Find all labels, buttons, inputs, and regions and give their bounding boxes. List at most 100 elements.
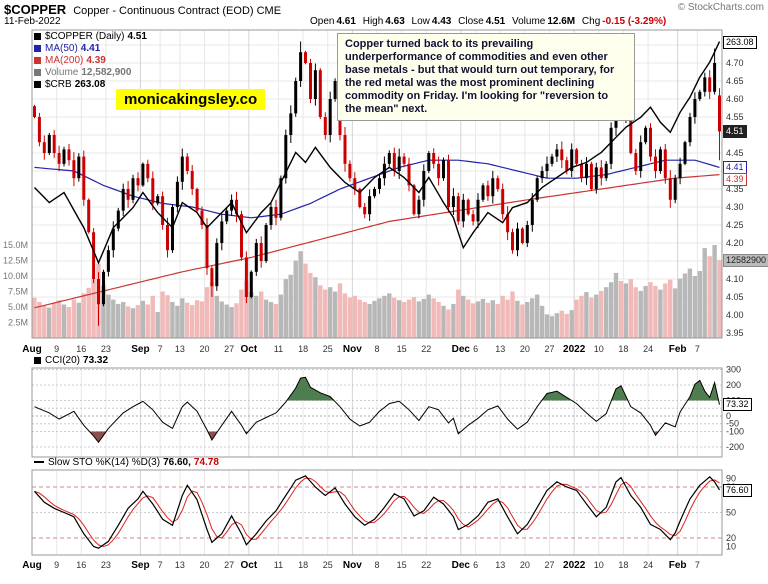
- svg-text:4.05: 4.05: [726, 292, 744, 302]
- svg-text:13: 13: [495, 344, 505, 354]
- cci-last-value-box: 73.32: [723, 398, 752, 411]
- svg-text:7: 7: [158, 560, 163, 570]
- svg-text:6: 6: [473, 560, 478, 570]
- svg-text:24: 24: [643, 344, 653, 354]
- svg-text:20: 20: [520, 560, 530, 570]
- svg-text:Aug: Aug: [22, 344, 41, 355]
- svg-text:0: 0: [726, 411, 731, 421]
- quote-open: Open 4.61: [310, 16, 356, 27]
- svg-text:4.00: 4.00: [726, 310, 744, 320]
- svg-text:22: 22: [421, 560, 431, 570]
- svg-text:Oct: Oct: [241, 560, 258, 571]
- main-legend: $COPPER (Daily) 4.51 MA(50) 4.41 MA(200) 4.…: [34, 31, 147, 91]
- svg-text:11: 11: [274, 344, 283, 354]
- svg-text:4.35: 4.35: [726, 184, 744, 194]
- svg-text:27: 27: [224, 560, 234, 570]
- svg-text:18: 18: [298, 560, 308, 570]
- svg-text:23: 23: [101, 560, 111, 570]
- cci-series-icon: [34, 356, 41, 364]
- svg-text:10: 10: [594, 560, 604, 570]
- svg-text:18: 18: [298, 344, 308, 354]
- svg-text:15.0M: 15.0M: [3, 240, 28, 250]
- panel-borders: [31, 29, 723, 556]
- svg-text:20: 20: [726, 533, 736, 543]
- legend-ma200: MA(200) 4.39: [34, 55, 147, 67]
- quote-date: 11-Feb-2022: [4, 16, 61, 27]
- svg-text:13: 13: [495, 560, 505, 570]
- svg-text:Nov: Nov: [343, 344, 362, 355]
- svg-text:Feb: Feb: [669, 560, 687, 571]
- svg-text:9: 9: [54, 344, 59, 354]
- candlestick-series-icon: [34, 32, 41, 40]
- crb-last-value-box: 263.08: [723, 36, 757, 49]
- quote-low: Low 4.43: [411, 16, 452, 27]
- quote-close: Close 4.51: [458, 16, 506, 27]
- svg-text:27: 27: [544, 344, 554, 354]
- sto-series-icon: [34, 461, 44, 464]
- svg-text:13: 13: [175, 560, 185, 570]
- svg-text:10.0M: 10.0M: [3, 271, 28, 281]
- svg-text:Aug: Aug: [22, 560, 41, 571]
- svg-text:Sep: Sep: [131, 344, 149, 355]
- svg-text:Feb: Feb: [669, 344, 687, 355]
- svg-text:15: 15: [397, 344, 407, 354]
- svg-text:18: 18: [618, 560, 628, 570]
- svg-text:2022: 2022: [563, 344, 586, 355]
- ticker-description: Copper - Continuous Contract (EOD) CME: [73, 5, 282, 17]
- crb-line-icon: [34, 80, 41, 88]
- svg-text:8: 8: [374, 344, 379, 354]
- svg-text:5.0M: 5.0M: [8, 302, 28, 312]
- svg-text:25: 25: [323, 560, 333, 570]
- svg-text:20: 20: [199, 344, 209, 354]
- close-last-value-box: 4.51: [723, 125, 747, 138]
- volume-last-value-box: 12582900: [723, 254, 768, 267]
- svg-text:11: 11: [274, 560, 283, 570]
- svg-text:50: 50: [726, 508, 736, 518]
- svg-text:Dec: Dec: [452, 344, 471, 355]
- svg-text:9: 9: [54, 560, 59, 570]
- source-credit: © StockCharts.com: [677, 2, 764, 13]
- svg-text:7: 7: [695, 560, 700, 570]
- legend-volume: Volume 12,582,900: [34, 67, 147, 79]
- ma200-last-value-box: 4.39: [723, 173, 747, 186]
- svg-text:4.45: 4.45: [726, 148, 744, 158]
- chart-header: © StockCharts.com $COPPER Copper - Conti…: [4, 2, 764, 17]
- svg-text:20: 20: [520, 344, 530, 354]
- svg-text:23: 23: [101, 344, 111, 354]
- crb-overlay-line: [34, 41, 721, 265]
- svg-text:4.70: 4.70: [726, 58, 744, 68]
- svg-text:2.5M: 2.5M: [8, 318, 28, 328]
- svg-text:15: 15: [397, 560, 407, 570]
- svg-text:4.25: 4.25: [726, 220, 744, 230]
- svg-text:4.65: 4.65: [726, 76, 744, 86]
- svg-text:-100: -100: [726, 426, 744, 436]
- svg-text:90: 90: [726, 474, 736, 484]
- cci-panel: [34, 376, 720, 444]
- analyst-annotation-box: Copper turned back to its prevailing und…: [337, 33, 635, 121]
- svg-text:12.5M: 12.5M: [3, 256, 28, 266]
- svg-text:200: 200: [726, 380, 741, 390]
- svg-text:24: 24: [643, 560, 653, 570]
- cci-legend: CCI(20) 73.32: [34, 355, 108, 366]
- ma200-line-icon: [34, 56, 41, 64]
- watermark-site-link[interactable]: monicakingsley.co: [116, 89, 266, 110]
- ma50-line-icon: [34, 44, 41, 52]
- svg-text:Nov: Nov: [343, 560, 362, 571]
- svg-text:4.10: 4.10: [726, 274, 744, 284]
- svg-text:22: 22: [421, 344, 431, 354]
- svg-text:-50: -50: [726, 419, 739, 429]
- svg-text:4.55: 4.55: [726, 112, 744, 122]
- svg-text:4.20: 4.20: [726, 238, 744, 248]
- svg-text:-200: -200: [726, 442, 744, 452]
- svg-text:18: 18: [618, 344, 628, 354]
- svg-text:3.95: 3.95: [726, 328, 744, 338]
- svg-text:Oct: Oct: [241, 344, 258, 355]
- legend-ma50: MA(50) 4.41: [34, 43, 147, 55]
- svg-text:4.60: 4.60: [726, 94, 744, 104]
- svg-text:13: 13: [175, 344, 185, 354]
- axis-labels: 4.754.704.654.604.554.454.354.304.254.20…: [3, 40, 744, 571]
- quote-line: 11-Feb-2022 Open 4.61 High 4.63 Low 4.43 Cl…: [4, 16, 764, 27]
- svg-text:Sep: Sep: [131, 560, 149, 571]
- svg-text:27: 27: [224, 344, 234, 354]
